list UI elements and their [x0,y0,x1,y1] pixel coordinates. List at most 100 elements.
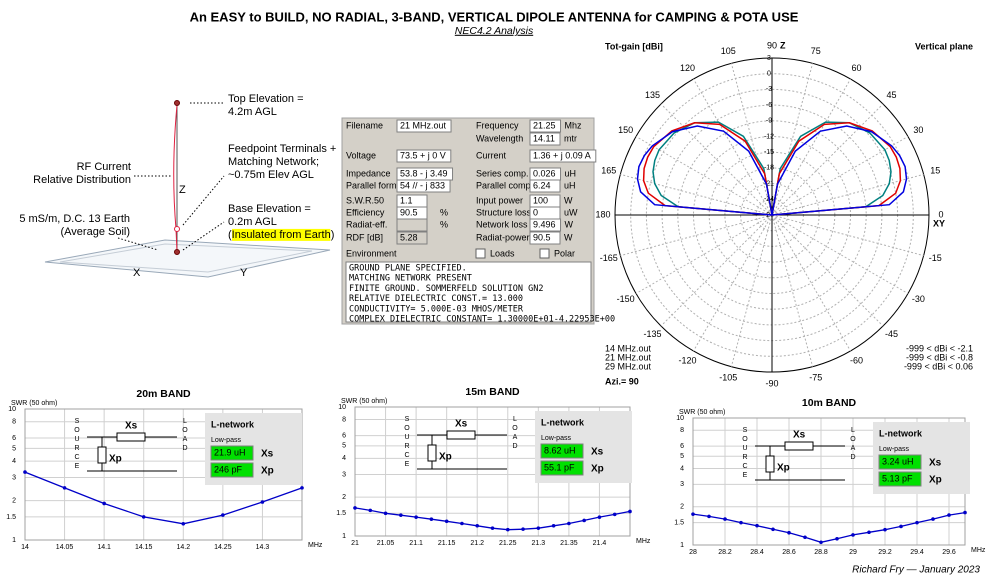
swr-point [475,523,480,528]
field-label: Structure loss [476,207,532,217]
y-tick-label: 2 [342,494,346,501]
r-tick-label: 0 [767,71,771,78]
r-tick-label: -9 [766,118,772,125]
x-tick-label: 21.4 [593,540,607,547]
r-tick-label: -3 [766,86,772,93]
angle-tick-label: -60 [850,356,863,366]
y-tick-label: 4 [12,458,16,465]
angle-tick-label: 105 [721,46,736,56]
field-label: Radiat-power [476,232,530,242]
x-tick-label: 28 [689,549,697,556]
schematic-xp: Xp [439,452,452,463]
field-value: 1.1 [400,195,413,205]
antenna-label: 4.2m AGL [228,106,277,118]
angle-tick-label: -120 [678,356,696,366]
schematic [87,432,177,472]
schematic-part [97,446,107,464]
legend-name: 29 MHz.out [605,361,652,371]
swr-point [755,523,759,528]
swr-point [612,512,617,517]
angle-tick-label: 45 [886,90,896,100]
antenna-label: Base Elevation = [228,203,311,215]
field-value: 53.8 - j 3.49 [400,168,448,178]
x-tick-label: 21.35 [560,540,578,547]
angle-tick-label: -105 [719,373,737,383]
swr-point [723,517,727,521]
swr-point [931,517,935,521]
network-value: 5.13 pF [882,473,913,483]
angle-tick-label: 90 [767,40,777,50]
x-tick-label: 28.4 [750,549,764,556]
r-tick-label: -21 [764,180,774,187]
x-tick-label: 14.15 [135,544,153,551]
note-line: MATCHING NETWORK PRESENT [349,274,472,284]
legend-name: 21 MHz.out [605,352,652,362]
swr-point [567,521,571,526]
checkbox[interactable] [539,248,550,259]
swr-point [368,508,373,513]
swr-point [691,512,695,516]
polar-grid-spoke [771,78,851,216]
x-tick-label: 29.2 [878,549,892,556]
value-box [540,460,584,476]
chart-title: 15m BAND [465,386,520,398]
field-value: 1.36 + j 0.09 A [533,150,591,160]
field-box [529,231,561,245]
y-tick-label: 10 [676,415,684,422]
field-label: Current [476,150,507,160]
axis-label-xy: XY [933,218,945,228]
schematic-part [427,444,437,462]
x-axis-label: MHz [636,538,651,545]
antenna-sketch [44,100,331,278]
field-label: Frequency [476,120,519,130]
y-axis-label: SWR (50 ohm) [11,400,57,407]
polar-grid-spoke [771,214,851,352]
base-node [174,249,180,255]
antenna-label: (Insulated from Earth) [228,229,334,241]
y-tick-label: 2 [680,504,684,511]
field-value: 14.11 [533,133,555,143]
antenna-label: (Average Soil) [61,226,131,238]
polar-grid-spoke [730,214,773,367]
polar-subtitle: Vertical plane [915,41,973,51]
schematic-xp: Xp [777,463,790,474]
swr-point [947,513,951,517]
field-value: 5.28 [400,232,418,242]
swr-point [429,517,434,521]
legend-range: -999 < dBi < -0.8 [906,352,973,362]
note-line: CONDUCTIVITY= 5.000E-03 MHOS/METER [349,304,524,314]
swr-point [597,515,602,519]
x-tick-label: 29.6 [942,549,956,556]
field-label: Series comp. [476,168,529,178]
swr-point [867,530,871,535]
y-tick-label: 3 [680,481,684,488]
angle-tick-label: -165 [600,253,618,263]
axis-z: Z [179,184,186,196]
network-subtitle: Low-pass [541,435,571,442]
angle-tick-label: -30 [912,294,925,304]
legend-range: -999 < dBi < 0.06 [904,361,973,371]
antenna-label: 0.2m AGL [228,216,277,228]
x-tick-label: 29.4 [910,549,924,556]
x-tick-label: 21.15 [438,540,456,547]
swr-point [444,519,449,524]
field-unit: W [564,232,573,242]
x-tick-label: 21.3 [532,540,546,547]
network-value-label: Xs [929,458,942,469]
swr-point [707,514,711,519]
field-unit: uH [565,168,577,178]
field-value: 90.5 [400,207,418,217]
schematic [417,430,507,470]
field-label: Impedance [346,168,391,178]
field-value: 21.25 [533,120,556,130]
antenna-label: Matching Network; [228,156,319,168]
field-label: Filename [346,120,383,130]
swr-point [771,527,775,532]
y-tick-label: 5 [12,445,16,452]
field-label: RDF [dB] [346,232,383,242]
page-title: An EASY to BUILD, NO RADIAL, 3-BAND, VER… [190,9,799,24]
swr-point [835,536,839,541]
checkbox[interactable] [475,248,486,259]
